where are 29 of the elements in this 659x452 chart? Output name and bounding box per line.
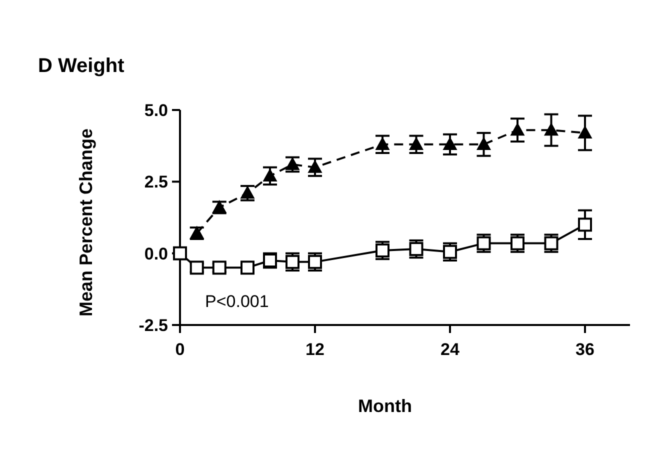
point [578,218,592,232]
point [212,260,226,275]
point [240,260,254,275]
y-axis-title: Mean Percent Change [76,128,96,317]
x-tick-label: 36 [576,340,594,359]
x-tick-label: 24 [440,340,460,359]
point [477,138,490,150]
point [286,254,300,269]
point [443,138,457,150]
y-tick-label: 2.5 [144,172,168,192]
point [510,123,524,136]
point [544,123,558,136]
point [409,242,424,256]
point [308,254,322,269]
point [578,126,592,138]
point [263,169,277,182]
point [190,260,204,275]
x-tick-label: 12 [306,340,324,359]
point [376,138,390,150]
x-axis-title: Month [358,396,412,416]
point [308,160,322,173]
y-tick-label: -2.5 [138,316,168,335]
y-tick-label: 5.0 [144,100,168,120]
point [410,138,423,150]
annotation: P<0.001 [205,292,269,311]
y-tick-label: 0.0 [144,244,168,264]
x-tick-label: 0 [175,340,185,359]
point [376,243,390,258]
chart-title: D Weight [38,55,125,77]
